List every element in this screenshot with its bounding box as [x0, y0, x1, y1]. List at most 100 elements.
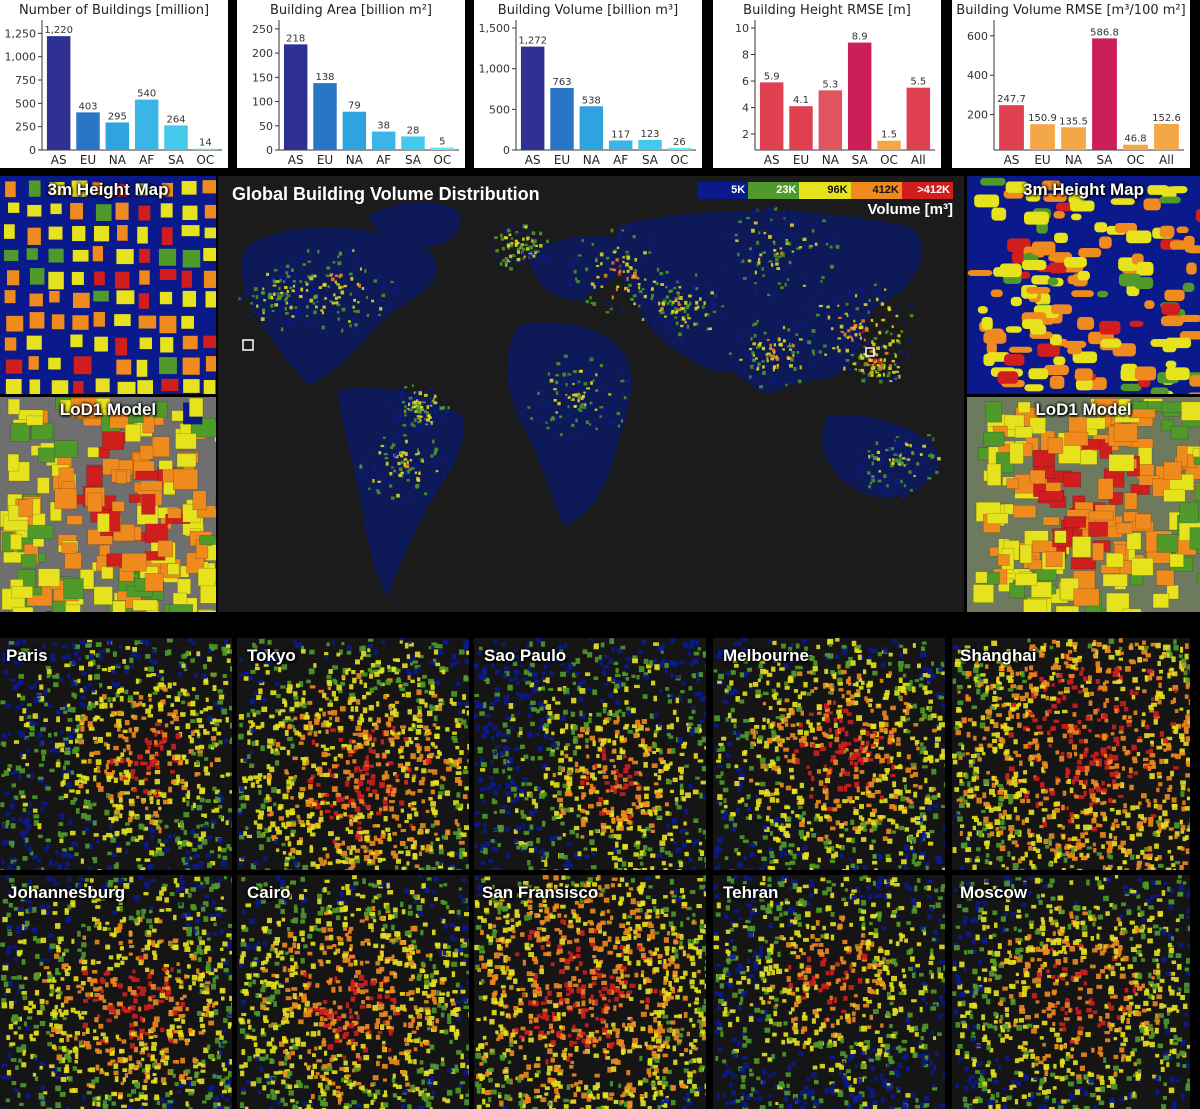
chart-title: Building Area [billion m²] — [270, 3, 432, 18]
bar — [401, 136, 425, 150]
bar-value-label: 152.6 — [1152, 113, 1181, 124]
bar-value-label: 14 — [199, 138, 212, 149]
x-tick-label: SA — [852, 153, 869, 167]
right-lod1-label: LoD1 Model — [1035, 400, 1132, 419]
bar — [1092, 38, 1117, 150]
x-tick-label: SA — [1096, 153, 1113, 167]
bar — [906, 87, 931, 150]
bar — [999, 105, 1024, 150]
map-title: Global Building Volume Distribution — [232, 184, 540, 204]
bar-value-label: 123 — [640, 129, 659, 140]
bar — [550, 87, 574, 150]
x-tick-label: EU — [793, 153, 809, 167]
x-tick-label: NA — [109, 153, 127, 167]
bar-value-label: 264 — [166, 114, 185, 125]
city-panel-paris: Paris — [0, 638, 232, 870]
y-tick-label: 50 — [259, 120, 273, 133]
city-panel-cairo: Cairo — [237, 875, 469, 1109]
urban-speckle — [238, 205, 941, 506]
city-panel-tehran: Tehran — [713, 875, 945, 1109]
chart-building-area: Building Area [billion m²] 0 50 100 150 200 25… — [237, 0, 465, 168]
bar — [164, 125, 188, 150]
bar-value-label: 150.9 — [1028, 113, 1057, 124]
x-tick-label: OC — [1127, 153, 1145, 167]
y-tick-label: 1,250 — [5, 27, 37, 40]
city-label-paris: Paris — [6, 646, 48, 665]
x-tick-label: NA — [1065, 153, 1083, 167]
x-tick-label: NA — [583, 153, 601, 167]
legend-colorbar: 5K 23K 96K 412K >412K — [697, 182, 954, 199]
bar-value-label: 1,220 — [44, 25, 73, 36]
global-map — [218, 176, 964, 612]
city-label-sao-paulo: Sao Paulo — [484, 646, 567, 665]
x-tick-label: SA — [405, 153, 422, 167]
chart-title: Building Volume [billion m³] — [498, 3, 678, 18]
bar — [638, 140, 662, 150]
chart-title: Building Height RMSE [m] — [743, 3, 911, 18]
city-map-moscow — [952, 875, 1190, 1109]
x-tick-label: AF — [613, 153, 628, 167]
bar-value-label: 8.9 — [852, 32, 868, 43]
city-panel-johannesburg: Johannesburg — [0, 875, 232, 1109]
y-tick-label: 200 — [967, 109, 988, 122]
inset-marker-los-angeles — [242, 339, 254, 351]
x-tick-label: SA — [642, 153, 659, 167]
city-map-paris — [0, 638, 232, 870]
city-map-tokyo — [237, 638, 469, 870]
bar — [283, 44, 308, 150]
x-tick-label: AS — [764, 153, 780, 167]
bar-value-label: 247.7 — [997, 94, 1026, 105]
volume-legend: 5K 23K 96K 412K >412K Volume [m³] — [697, 182, 954, 218]
y-tick-label: 250 — [252, 23, 273, 36]
city-map-san-fransisco — [474, 875, 706, 1109]
city-label-san-fransisco: San Fransisco — [482, 883, 599, 902]
y-tick-label: 1,000 — [479, 63, 511, 76]
y-tick-label: 600 — [967, 30, 988, 43]
bar-value-label: 5.3 — [822, 79, 838, 90]
y-tick-label: 1,000 — [5, 51, 37, 64]
x-tick-label: AF — [139, 153, 154, 167]
legend-segment-over-412k: >412K — [901, 182, 954, 199]
y-tick-label: 250 — [15, 121, 36, 134]
x-tick-label: EU — [80, 153, 96, 167]
continents — [241, 201, 939, 596]
bar — [371, 131, 396, 150]
legend-title: Volume [m³] — [867, 201, 953, 218]
left-height-map-label: 3m Height Map — [47, 180, 169, 199]
y-tick-label: 10 — [735, 22, 749, 35]
y-tick-label: 750 — [15, 74, 36, 87]
bar-value-label: 26 — [673, 137, 686, 148]
city-label-shanghai: Shanghai — [960, 646, 1037, 665]
bar — [342, 111, 367, 150]
city-label-cairo: Cairo — [247, 883, 291, 902]
x-tick-label: AS — [1004, 153, 1020, 167]
legend-segment-412k: 412K — [850, 182, 902, 199]
inset-marker-shanghai — [865, 347, 875, 357]
city-panel-melbourne: Melbourne — [713, 638, 945, 870]
y-tick-label: 100 — [252, 96, 273, 109]
city-map-tehran — [713, 875, 945, 1109]
legend-segment-96k: 96K — [799, 182, 851, 199]
city-map-sao-paulo — [474, 638, 706, 870]
right-lod1-image — [967, 397, 1200, 612]
y-tick-label: 200 — [252, 47, 273, 60]
y-tick-label: 4 — [742, 102, 749, 115]
legend-segment-23k: 23K — [748, 182, 800, 199]
x-tick-label: OC — [670, 153, 688, 167]
chart-building-volume: Building Volume [billion m³] 0 500 1,000 1,5… — [474, 0, 702, 168]
bar — [134, 99, 159, 150]
chart-height-rmse: Building Height RMSE [m] 2 4 6 8 10 5.9 AS 4.1 EU… — [713, 0, 941, 168]
x-tick-label: AS — [525, 153, 541, 167]
bar-value-label: 135.5 — [1059, 116, 1088, 127]
x-tick-label: OC — [880, 153, 898, 167]
world-map-image — [218, 176, 964, 612]
bar-value-label: 38 — [377, 121, 390, 132]
x-tick-label: All — [1159, 153, 1174, 167]
y-tick-label: 0 — [503, 144, 510, 157]
city-map-johannesburg — [0, 875, 232, 1109]
bar-value-label: 46.8 — [1124, 134, 1146, 145]
chart-volume-rmse: Building Volume RMSE [m³/100 m²] 200 400 60… — [952, 0, 1190, 168]
bar-value-label: 763 — [552, 77, 571, 88]
left-lod1-model: LoD1 Model — [0, 397, 216, 612]
x-tick-label: EU — [317, 153, 333, 167]
